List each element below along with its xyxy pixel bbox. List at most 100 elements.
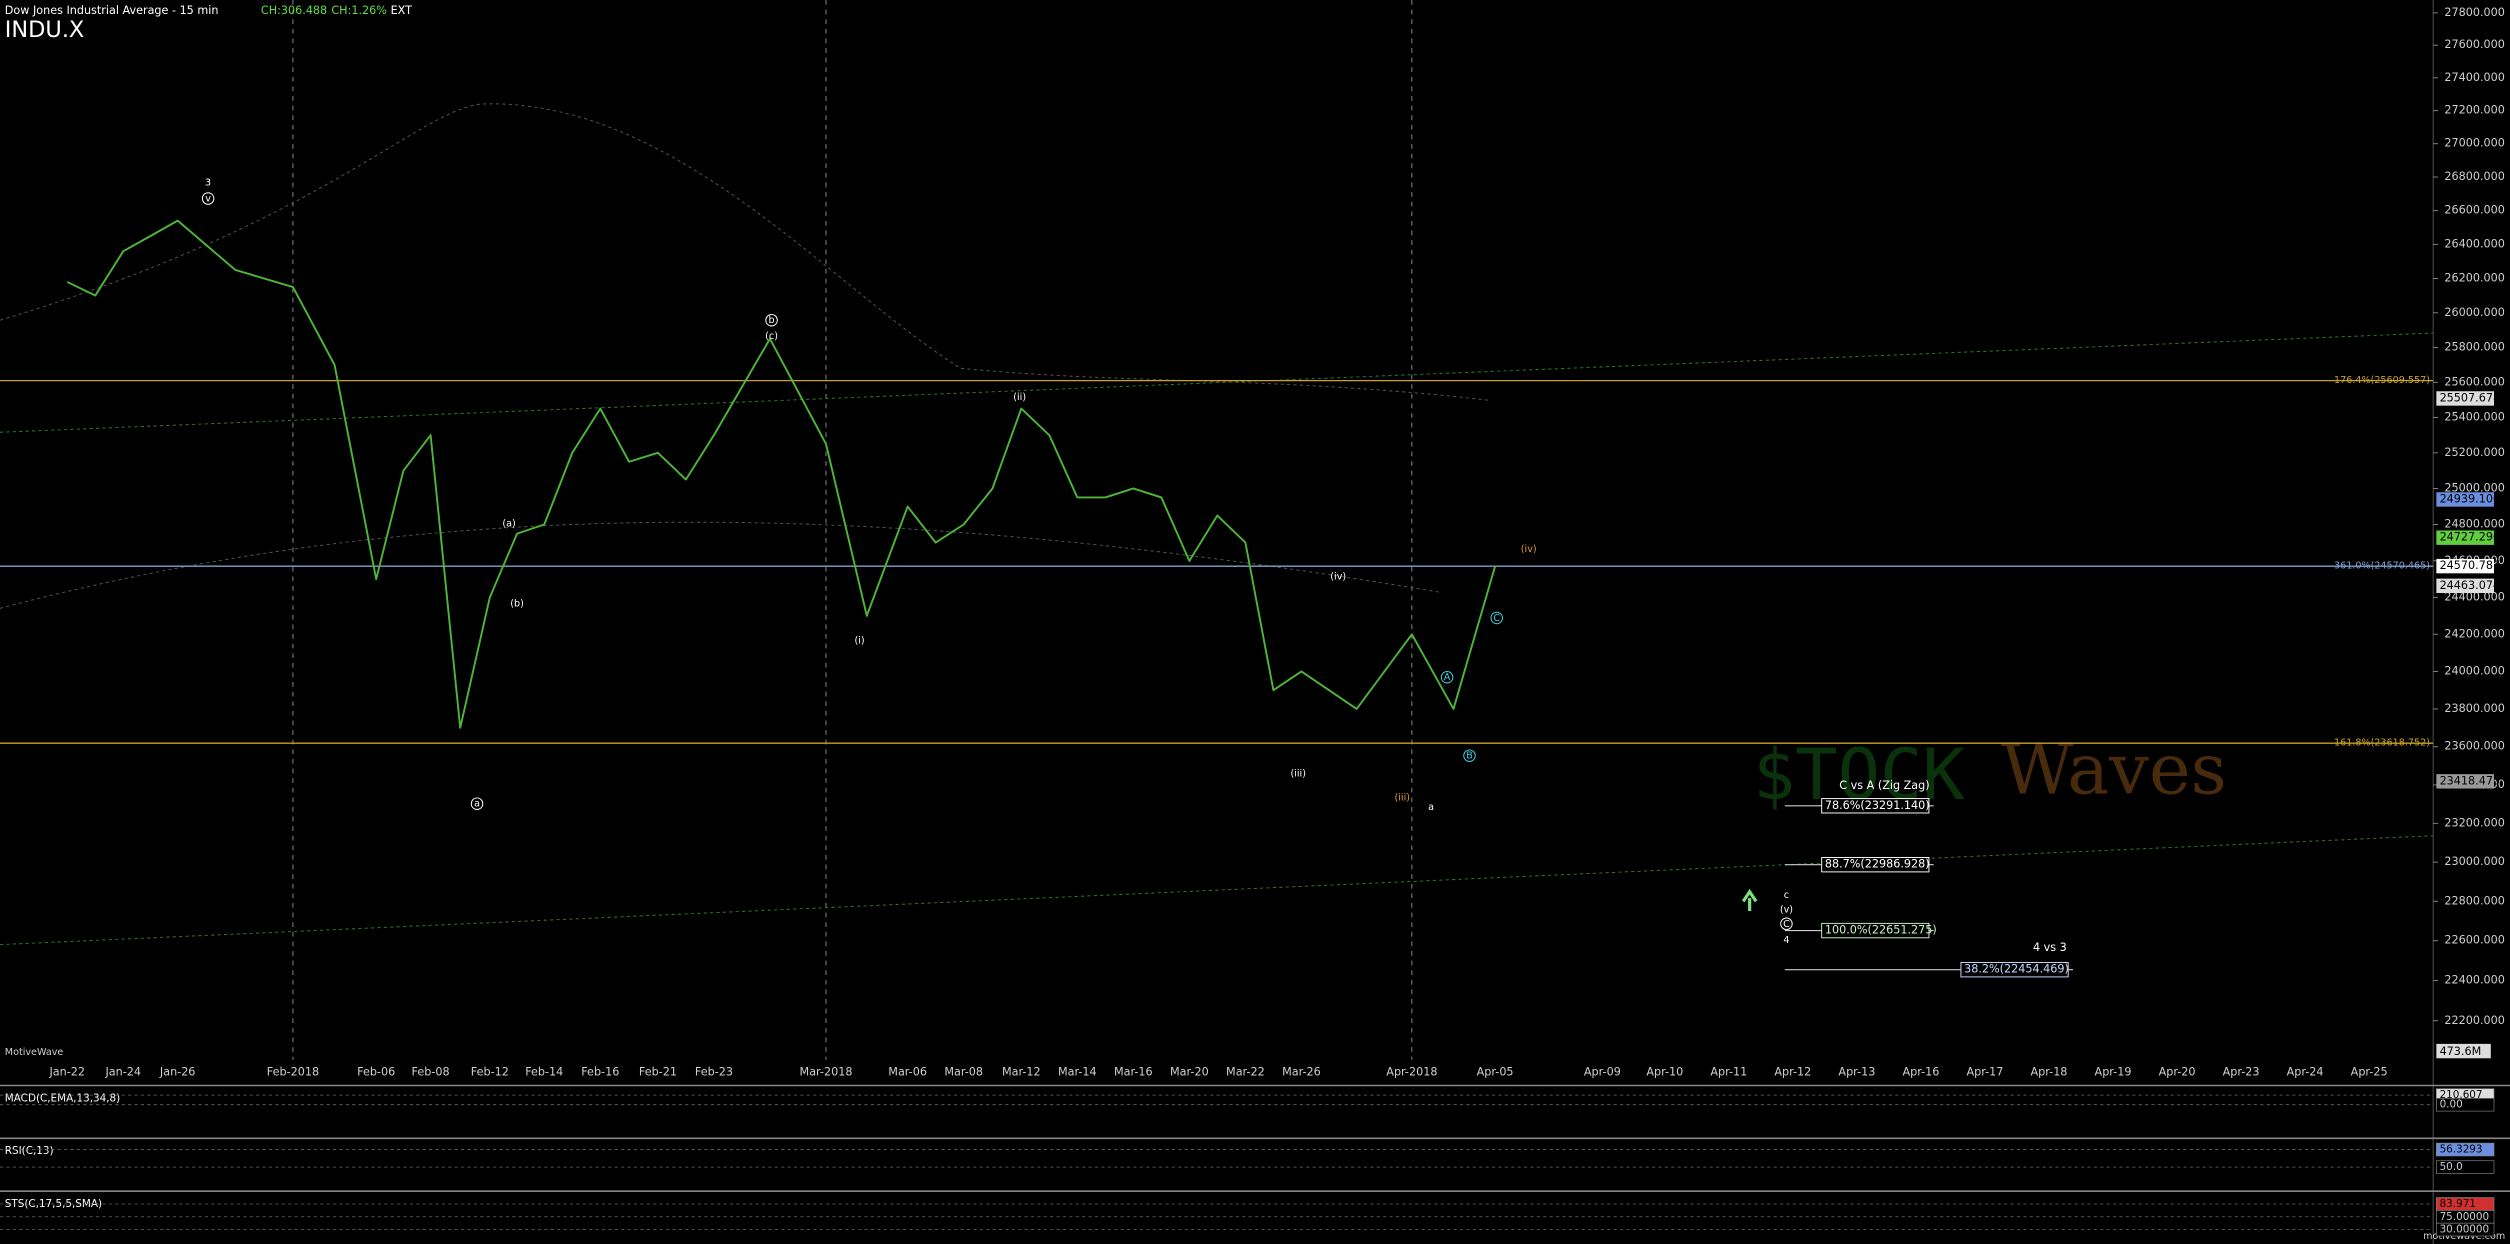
panel-separators xyxy=(0,1084,2510,1192)
indicator-tag-label: 75.00000 xyxy=(2440,1211,2490,1223)
y-tick-label: 24200.000 xyxy=(2444,627,2504,640)
projection-box xyxy=(1821,922,1930,939)
y-tick-label: 25600.000 xyxy=(2444,375,2504,388)
x-tick-label: Apr-19 xyxy=(2095,1066,2132,1079)
x-tick-label: Jan-24 xyxy=(104,1066,141,1079)
wave-label: a xyxy=(474,799,480,810)
price-tag-label: 24939.100 xyxy=(2440,492,2500,505)
x-tick-label: Apr-12 xyxy=(1774,1066,1811,1079)
indicator-tag xyxy=(2436,1160,2495,1174)
wave-label: (v) xyxy=(1780,904,1793,915)
wave-label: (iii) xyxy=(1290,768,1305,779)
indicator-tag-label: 50.0 xyxy=(2440,1161,2463,1173)
y-tick-label: 25400.000 xyxy=(2444,410,2504,423)
price-tag-label: 24727.290 xyxy=(2440,531,2500,544)
x-tick-label: Apr-23 xyxy=(2223,1066,2260,1079)
y-tick-label: 23800.000 xyxy=(2444,702,2504,715)
y-tick-label: 25800.000 xyxy=(2444,340,2504,353)
trend-lines xyxy=(0,103,2434,946)
wave-circle xyxy=(201,192,215,205)
x-tick-label: Mar-26 xyxy=(1282,1066,1321,1079)
indicator-name: MACD(C,EMA,13,34,8) xyxy=(5,1092,120,1104)
wave-label: (a) xyxy=(502,519,515,530)
price-tag xyxy=(2436,530,2494,545)
x-tick-label: Mar-2018 xyxy=(800,1066,853,1079)
y-tick-label: 27200.000 xyxy=(2444,104,2504,117)
y-tick-label: 26200.000 xyxy=(2444,271,2504,284)
projection-title: C vs A (Zig Zag) xyxy=(1839,779,1929,792)
indicator-tag-label: 30.00000 xyxy=(2440,1224,2490,1236)
y-tick-label: 23600.000 xyxy=(2444,740,2504,753)
price-tag xyxy=(2436,492,2494,507)
session: EXT xyxy=(391,4,413,17)
wave-label: C xyxy=(1493,613,1500,624)
x-tick-label: Mar-20 xyxy=(1170,1066,1209,1079)
indicator-name-bg xyxy=(1,1143,69,1158)
projection-label: 38.2%(22454.469) xyxy=(1964,963,2069,976)
wave-circle xyxy=(1440,670,1454,684)
wave-circle xyxy=(765,313,778,327)
y-tick-label: 27000.000 xyxy=(2444,137,2504,150)
wave-circle xyxy=(1780,917,1793,931)
x-tick-label: Feb-23 xyxy=(695,1066,733,1079)
wave-label: (iv) xyxy=(1521,544,1537,555)
watermark-right: Waves xyxy=(2001,728,2227,810)
y-tick-label: 27800.000 xyxy=(2444,6,2504,19)
y-tick-label: 26000.000 xyxy=(2444,306,2504,319)
indicator-name-bg xyxy=(1,1195,123,1211)
wave-label: C xyxy=(1783,919,1790,930)
projection-box xyxy=(1960,962,2069,978)
x-tick-label: Feb-14 xyxy=(525,1066,563,1079)
indicator-name-bg xyxy=(1,1090,136,1105)
x-tick-label: Apr-05 xyxy=(1477,1066,1514,1079)
indicator-tag xyxy=(2436,1097,2495,1112)
y-tick-label: 24000.000 xyxy=(2444,664,2504,677)
fib-label: 361.0%(24570.465) xyxy=(2334,560,2430,571)
y-tick-label: 27600.000 xyxy=(2444,38,2504,51)
indicator-tag xyxy=(2436,1222,2495,1237)
x-tick-label: Jan-22 xyxy=(48,1066,85,1079)
y-tick-label: 26400.000 xyxy=(2444,237,2504,250)
x-tick-label: Feb-12 xyxy=(471,1066,509,1079)
volume-label: 473.6M xyxy=(2440,1045,2482,1058)
x-tick-label: Mar-06 xyxy=(888,1066,927,1079)
x-tick-label: Apr-16 xyxy=(1902,1066,1939,1079)
indicator-tag xyxy=(2436,1142,2495,1157)
x-tick-label: Feb-21 xyxy=(639,1066,677,1079)
indicator-name: RSI(C,13) xyxy=(5,1145,54,1157)
wave-label: (iv) xyxy=(1330,571,1346,582)
x-tick-label: Mar-22 xyxy=(1226,1066,1265,1079)
brand: MotiveWave xyxy=(5,1047,64,1058)
projection-box xyxy=(1821,856,1930,873)
wave-label: c xyxy=(1784,890,1789,901)
wave-label: b xyxy=(769,315,775,326)
y-tick-label: 25200.000 xyxy=(2444,446,2504,459)
x-tick-label: Mar-16 xyxy=(1114,1066,1153,1079)
y-tick-label: 22200.000 xyxy=(2444,1014,2504,1027)
wave-label: (iii) xyxy=(1395,792,1410,803)
projection-label: 88.7%(22986.928) xyxy=(1825,858,1930,871)
price-line xyxy=(66,219,1497,729)
x-tick-label: Mar-14 xyxy=(1058,1066,1097,1079)
y-tick-label: 22800.000 xyxy=(2444,894,2504,907)
projection-label: 100.0%(22651.275) xyxy=(1825,924,1937,937)
price-tag xyxy=(2436,391,2494,406)
x-tick-label: Apr-24 xyxy=(2287,1066,2324,1079)
y-tick-label: 26800.000 xyxy=(2444,170,2504,183)
x-tick-label: Feb-06 xyxy=(357,1066,395,1079)
x-tick-label: Mar-08 xyxy=(944,1066,983,1079)
volume-tag xyxy=(2436,1043,2491,1059)
projection-label: 78.6%(23291.140) xyxy=(1825,799,1930,812)
fib-label: 176.4%(25609.557) xyxy=(2334,375,2430,386)
wave-label: (b) xyxy=(510,599,524,610)
y-tick-label: 25000.000 xyxy=(2444,482,2504,495)
y-tick-label: 24800.000 xyxy=(2444,518,2504,531)
wave-circle xyxy=(1463,749,1476,762)
wave-label: a xyxy=(1428,802,1434,813)
y-tick-label: 26600.000 xyxy=(2444,204,2504,217)
x-tick-label: Apr-20 xyxy=(2159,1066,2196,1079)
x-tick-label: Jan-26 xyxy=(159,1066,196,1079)
wave-label: A xyxy=(1444,672,1451,683)
price-tag xyxy=(2436,578,2494,594)
